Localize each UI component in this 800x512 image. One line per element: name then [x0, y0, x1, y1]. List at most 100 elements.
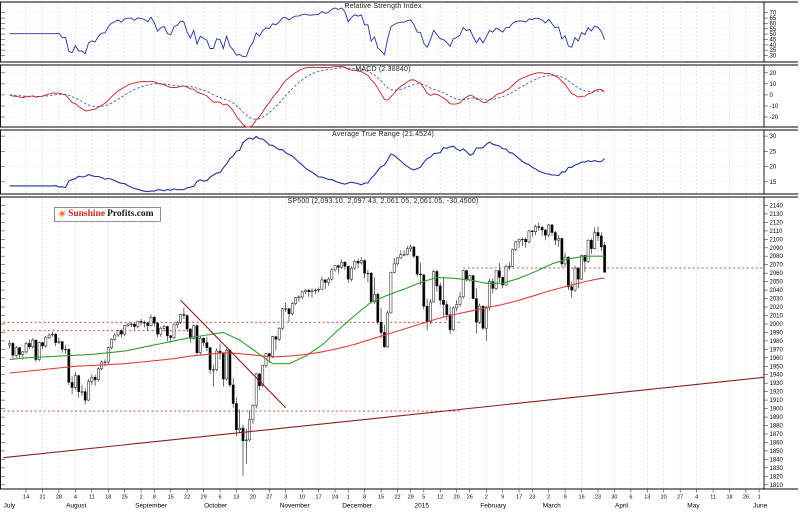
svg-text:25: 25: [770, 149, 777, 155]
svg-text:30: 30: [770, 134, 777, 140]
svg-text:1820: 1820: [770, 474, 784, 480]
panel-macd: 20 10 0 -10 -20: [0, 64, 798, 128]
svg-text:28: 28: [56, 495, 62, 501]
svg-text:1810: 1810: [770, 483, 784, 489]
rsi-line: [9, 7, 606, 58]
svg-text:8: 8: [363, 495, 366, 501]
svg-text:2060: 2060: [770, 271, 784, 277]
svg-text:14: 14: [23, 495, 29, 501]
svg-text:June: June: [753, 503, 767, 510]
svg-text:20: 20: [661, 495, 667, 501]
svg-text:September: September: [135, 503, 168, 510]
svg-text:26: 26: [743, 495, 749, 501]
panel-atr: 30 25 20 15: [0, 129, 798, 195]
macd-line: [9, 66, 605, 128]
svg-text:9: 9: [501, 495, 504, 501]
svg-text:35: 35: [770, 48, 777, 54]
svg-text:3: 3: [284, 495, 287, 501]
svg-text:20: 20: [454, 495, 460, 501]
svg-text:30: 30: [770, 54, 777, 60]
svg-text:55: 55: [770, 27, 777, 33]
svg-text:1920: 1920: [770, 390, 784, 396]
svg-text:1960: 1960: [770, 356, 784, 362]
svg-text:65: 65: [770, 16, 777, 22]
macd-signal-line: [9, 67, 605, 120]
svg-text:2020: 2020: [770, 305, 784, 311]
logo-text-sunshine: Sunshine: [68, 209, 106, 219]
svg-text:March: March: [543, 503, 561, 510]
svg-text:29: 29: [408, 495, 414, 501]
svg-text:17: 17: [316, 495, 322, 501]
svg-text:-10: -10: [770, 104, 779, 110]
svg-text:17: 17: [516, 495, 522, 501]
svg-text:25: 25: [122, 495, 128, 501]
svg-text:February: February: [480, 503, 507, 510]
svg-text:2120: 2120: [770, 220, 784, 226]
svg-text:24: 24: [332, 495, 338, 501]
sunshine-profits-logo[interactable]: ☀ Sunshine Profits.com: [54, 207, 161, 222]
svg-text:2080: 2080: [770, 254, 784, 260]
svg-text:2: 2: [547, 495, 550, 501]
time-axis: 14 21 28 4 11 18 25 2 8 15 22 29 6 13 20 27 3 10 17 24 1 8 15 2…: [4, 489, 768, 510]
svg-text:2070: 2070: [770, 263, 784, 269]
svg-text:1860: 1860: [770, 440, 784, 446]
price-series: [3, 222, 765, 477]
sun-icon: ☀: [58, 209, 67, 219]
svg-text:27: 27: [266, 495, 272, 501]
svg-text:2: 2: [140, 495, 143, 501]
svg-text:13: 13: [233, 495, 239, 501]
svg-text:11: 11: [710, 495, 716, 501]
svg-text:29: 29: [201, 495, 207, 501]
svg-text:1910: 1910: [770, 398, 784, 404]
svg-text:20: 20: [770, 165, 777, 171]
svg-text:1990: 1990: [770, 330, 784, 336]
svg-text:May: May: [687, 503, 700, 510]
svg-text:21: 21: [39, 495, 45, 501]
panel-price: 1810 1820 1830 1840 1850 1860 1870 1880 1890 1900…: [0, 196, 798, 490]
svg-text:1830: 1830: [770, 466, 784, 472]
svg-text:October: October: [204, 503, 228, 510]
svg-text:2100: 2100: [770, 237, 784, 243]
svg-text:1940: 1940: [770, 373, 784, 379]
svg-text:1950: 1950: [770, 364, 784, 370]
svg-text:23: 23: [529, 495, 535, 501]
svg-text:1: 1: [758, 495, 761, 501]
logo-text-profits: Profits.com: [107, 209, 154, 219]
svg-text:20: 20: [770, 71, 777, 77]
svg-text:10: 10: [299, 495, 305, 501]
svg-text:22: 22: [394, 495, 400, 501]
svg-text:2050: 2050: [770, 280, 784, 286]
svg-text:18: 18: [726, 495, 732, 501]
svg-text:August: August: [66, 503, 86, 510]
svg-text:2010: 2010: [770, 314, 784, 320]
svg-text:1930: 1930: [770, 381, 784, 387]
svg-text:9: 9: [564, 495, 567, 501]
svg-text:1840: 1840: [770, 457, 784, 463]
svg-text:6: 6: [629, 495, 632, 501]
svg-text:July: July: [4, 503, 16, 510]
svg-text:20: 20: [250, 495, 256, 501]
svg-text:10: 10: [770, 82, 777, 88]
svg-text:April: April: [615, 503, 629, 510]
svg-text:1870: 1870: [770, 432, 784, 438]
svg-text:2000: 2000: [770, 322, 784, 328]
svg-text:December: December: [342, 503, 373, 510]
svg-text:1980: 1980: [770, 339, 784, 345]
svg-text:2090: 2090: [770, 246, 784, 252]
svg-text:1: 1: [347, 495, 350, 501]
svg-text:70: 70: [770, 11, 777, 17]
svg-text:0: 0: [770, 93, 774, 99]
svg-text:26: 26: [467, 495, 473, 501]
svg-text:1850: 1850: [770, 449, 784, 455]
svg-text:4: 4: [74, 495, 77, 501]
svg-text:16: 16: [579, 495, 585, 501]
svg-text:60: 60: [770, 21, 777, 27]
svg-text:11: 11: [89, 495, 95, 501]
atr-line: [9, 135, 605, 193]
svg-text:15: 15: [770, 180, 777, 186]
svg-text:15: 15: [168, 495, 174, 501]
svg-text:27: 27: [677, 495, 683, 501]
